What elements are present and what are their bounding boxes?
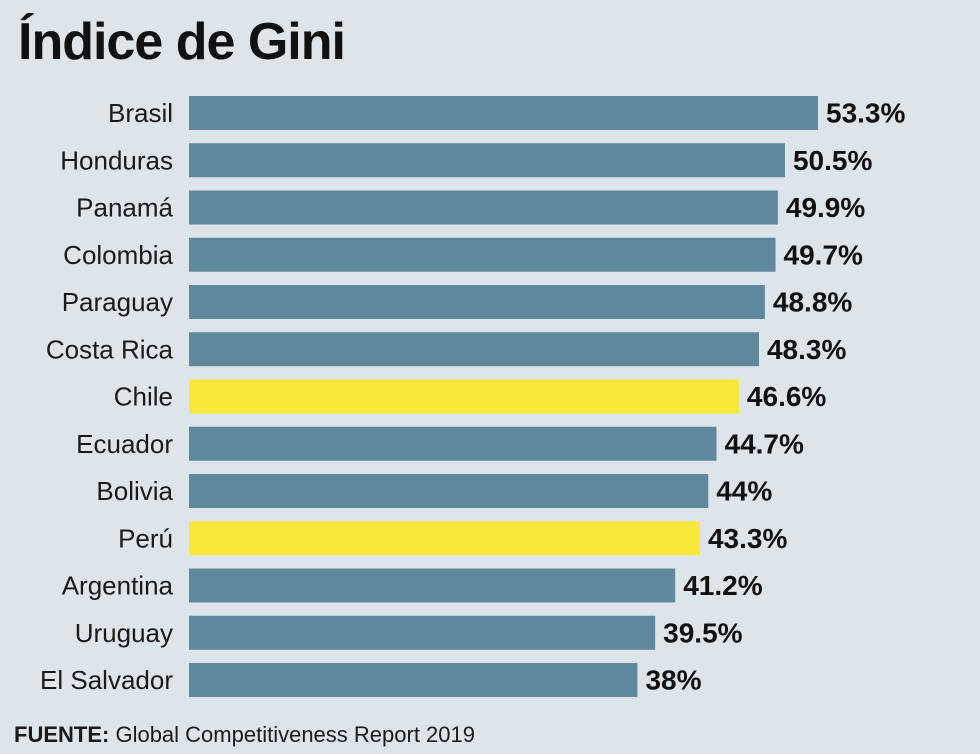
- bar-chart: Brasil 53.3% Honduras 50.5% Panamá 49.9% Colom…: [40, 96, 905, 697]
- bar-argentina: [189, 568, 676, 603]
- source-note: FUENTE: Global Competitiveness Report 20…: [14, 722, 475, 748]
- value-label-bolivia: 44%: [716, 476, 772, 507]
- bar-panama: [189, 190, 778, 225]
- bar-el-salvador: [189, 663, 638, 697]
- value-label-brasil: 53.3%: [826, 98, 905, 129]
- bar-peru: [189, 521, 700, 556]
- value-label-uruguay: 39.5%: [663, 617, 742, 648]
- bar-uruguay: [189, 615, 656, 650]
- bar-costa-rica: [189, 332, 759, 367]
- category-label-costa-rica: Costa Rica: [46, 334, 174, 364]
- category-label-argentina: Argentina: [62, 571, 174, 601]
- source-text: Global Competitiveness Report 2019: [115, 722, 475, 747]
- value-label-ecuador: 44.7%: [725, 428, 804, 459]
- value-label-chile: 46.6%: [747, 381, 826, 412]
- value-label-el-salvador: 38%: [645, 665, 701, 696]
- category-label-uruguay: Uruguay: [75, 618, 173, 648]
- category-label-bolivia: Bolivia: [96, 476, 173, 506]
- value-label-peru: 43.3%: [708, 523, 787, 554]
- bar-colombia: [189, 237, 776, 272]
- category-label-peru: Perú: [118, 523, 173, 553]
- category-label-el-salvador: El Salvador: [40, 665, 173, 695]
- value-label-costa-rica: 48.3%: [767, 334, 846, 365]
- category-label-honduras: Honduras: [60, 145, 173, 175]
- chart-title: Índice de Gini: [18, 13, 346, 71]
- category-label-paraguay: Paraguay: [62, 287, 173, 317]
- value-label-argentina: 41.2%: [683, 570, 762, 601]
- category-label-ecuador: Ecuador: [76, 429, 173, 459]
- category-label-panama: Panamá: [76, 193, 173, 223]
- bar-brasil: [189, 96, 818, 130]
- bar-chile: [189, 379, 739, 414]
- category-label-colombia: Colombia: [63, 240, 173, 270]
- value-label-colombia: 49.7%: [784, 239, 863, 270]
- bar-ecuador: [189, 426, 717, 461]
- bar-paraguay: [189, 285, 765, 319]
- value-label-honduras: 50.5%: [793, 145, 872, 176]
- bar-honduras: [189, 143, 785, 178]
- category-label-chile: Chile: [114, 382, 173, 412]
- value-label-paraguay: 48.8%: [773, 287, 852, 318]
- bar-bolivia: [189, 474, 709, 508]
- source-label: FUENTE:: [14, 722, 110, 747]
- value-label-panama: 49.9%: [786, 192, 865, 223]
- category-label-brasil: Brasil: [108, 98, 173, 128]
